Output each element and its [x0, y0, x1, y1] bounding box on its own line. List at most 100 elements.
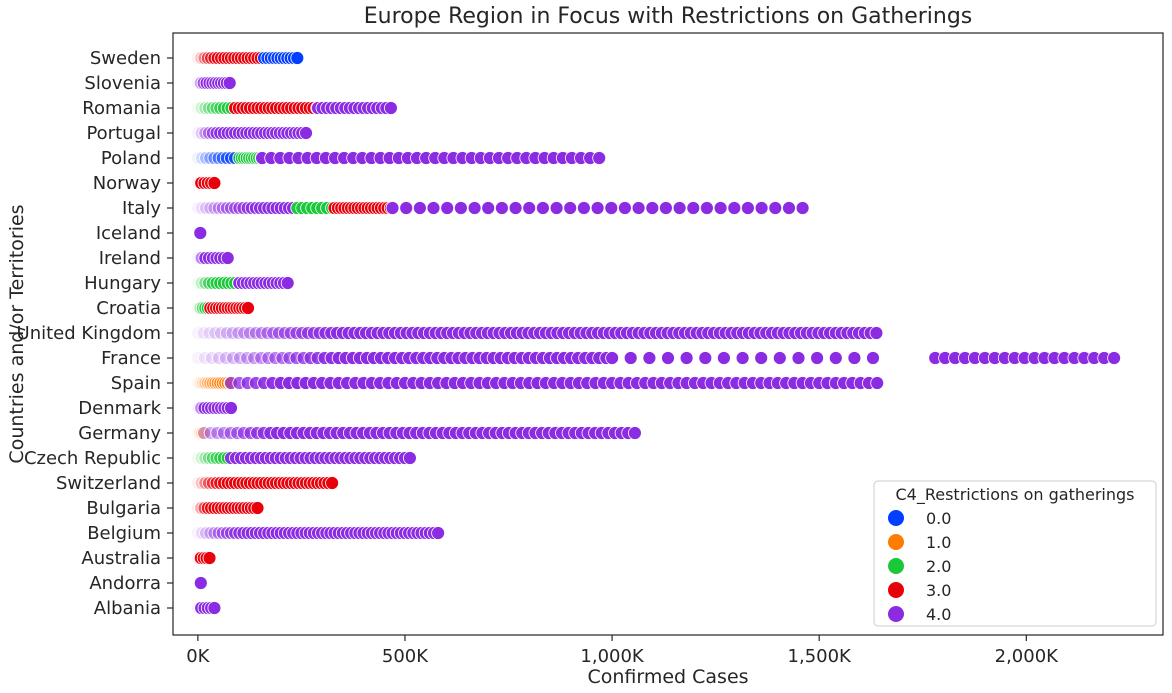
data-point [426, 201, 441, 215]
data-point [631, 201, 646, 215]
data-point [847, 351, 862, 365]
y-tick-label: Slovenia [84, 73, 161, 94]
x-tick-label: 0K [186, 646, 210, 667]
data-point [672, 201, 687, 215]
data-point [536, 201, 550, 215]
data-point [195, 526, 209, 540]
data-point [791, 351, 806, 365]
data-point [214, 326, 229, 340]
data-point [290, 51, 305, 65]
data-point [1107, 351, 1121, 365]
y-tick-label: Poland [101, 148, 161, 169]
data-point [563, 201, 578, 215]
y-tick-label: Denmark [78, 398, 161, 419]
legend-marker [888, 510, 904, 526]
data-point [590, 201, 605, 215]
data-point [440, 201, 455, 215]
data-point [795, 201, 810, 215]
y-tick-label: Switzerland [56, 473, 161, 494]
data-point [220, 251, 235, 265]
x-tick-label: 1,000K [580, 646, 645, 667]
data-point [628, 426, 642, 440]
data-point [659, 201, 673, 215]
data-point [190, 326, 205, 340]
data-point [231, 326, 246, 340]
data-point [211, 201, 226, 215]
data-point [190, 151, 205, 165]
y-tick-label: Albania [94, 598, 161, 619]
legend: C4_Restrictions on gatherings 0.0 1.0 2.0 3… [873, 480, 1157, 627]
y-tick-label: Andorra [89, 573, 161, 594]
data-point [194, 451, 209, 465]
data-point [190, 351, 205, 365]
data-point [522, 201, 537, 215]
data-point [233, 351, 248, 365]
data-point [623, 351, 638, 365]
data-point [453, 201, 468, 215]
y-tick-label: United Kingdom [17, 323, 161, 344]
legend-label: 0.0 [926, 509, 951, 528]
data-point [735, 351, 750, 365]
legend-marker [888, 558, 904, 574]
y-tick-label: Belgium [87, 523, 161, 544]
data-point [467, 201, 482, 215]
legend-label: 1.0 [926, 533, 951, 552]
y-tick-label: Norway [93, 173, 162, 194]
x-axis-label: Confirmed Cases [587, 666, 748, 688]
y-tick-label: Italy [122, 198, 161, 219]
data-point [402, 451, 417, 465]
y-tick-label: Iceland [96, 223, 161, 244]
data-point [754, 201, 769, 215]
data-point [299, 126, 313, 140]
data-point [190, 476, 205, 490]
data-point [412, 201, 427, 215]
data-point [481, 201, 496, 215]
data-point [225, 326, 240, 340]
data-point [196, 326, 211, 340]
data-point [241, 301, 255, 315]
y-tick-label: Romania [82, 98, 161, 119]
data-point [190, 101, 205, 115]
legend-marker [888, 582, 904, 598]
data-point [661, 351, 675, 365]
data-point [199, 526, 214, 540]
data-point [772, 351, 787, 365]
y-tick-label: Sweden [90, 48, 161, 69]
data-point [190, 451, 205, 465]
data-point [592, 151, 607, 165]
data-point [202, 551, 217, 565]
x-tick-label: 2,000K [995, 646, 1060, 667]
data-point [207, 176, 222, 190]
data-point [198, 101, 213, 115]
data-point [237, 326, 252, 340]
data-point [190, 126, 205, 140]
y-axis-label: Countries and/or Territories [6, 204, 28, 463]
data-point [642, 351, 657, 365]
legend-label: 2.0 [926, 557, 951, 576]
data-point [190, 201, 205, 215]
data-point [219, 326, 234, 340]
data-point [577, 201, 591, 215]
data-point [698, 351, 713, 365]
data-point [193, 226, 208, 240]
data-point [195, 201, 209, 215]
data-point [686, 201, 701, 215]
legend-marker [888, 534, 904, 550]
data-point [212, 351, 226, 365]
legend-box [873, 480, 1157, 627]
y-tick-label: Portugal [86, 123, 161, 144]
data-point [713, 201, 728, 215]
y-tick-label: Germany [78, 423, 161, 444]
data-point [190, 526, 205, 540]
data-point [727, 201, 742, 215]
data-point [240, 351, 255, 365]
data-point [385, 201, 400, 215]
y-tick-label: Croatia [96, 298, 161, 319]
data-point [224, 401, 238, 415]
data-point [325, 476, 340, 490]
data-point [203, 151, 218, 165]
y-tick-label: Australia [81, 548, 161, 569]
legend-label: 4.0 [926, 605, 951, 624]
data-point [248, 326, 263, 340]
data-point [828, 351, 843, 365]
